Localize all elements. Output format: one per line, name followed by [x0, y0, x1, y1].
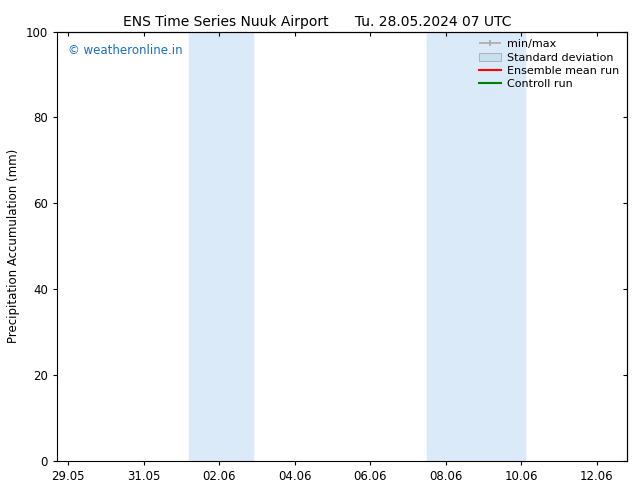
Text: ENS Time Series Nuuk Airport      Tu. 28.05.2024 07 UTC: ENS Time Series Nuuk Airport Tu. 28.05.2… [123, 15, 511, 29]
Text: © weatheronline.in: © weatheronline.in [68, 45, 183, 57]
Bar [427, 31, 525, 461]
Bar [189, 31, 253, 461]
Y-axis label: Precipitation Accumulation (mm): Precipitation Accumulation (mm) [7, 149, 20, 343]
Legend: min/max, Standard deviation, Ensemble mean run, Controll run: min/max, Standard deviation, Ensemble me… [475, 35, 624, 94]
